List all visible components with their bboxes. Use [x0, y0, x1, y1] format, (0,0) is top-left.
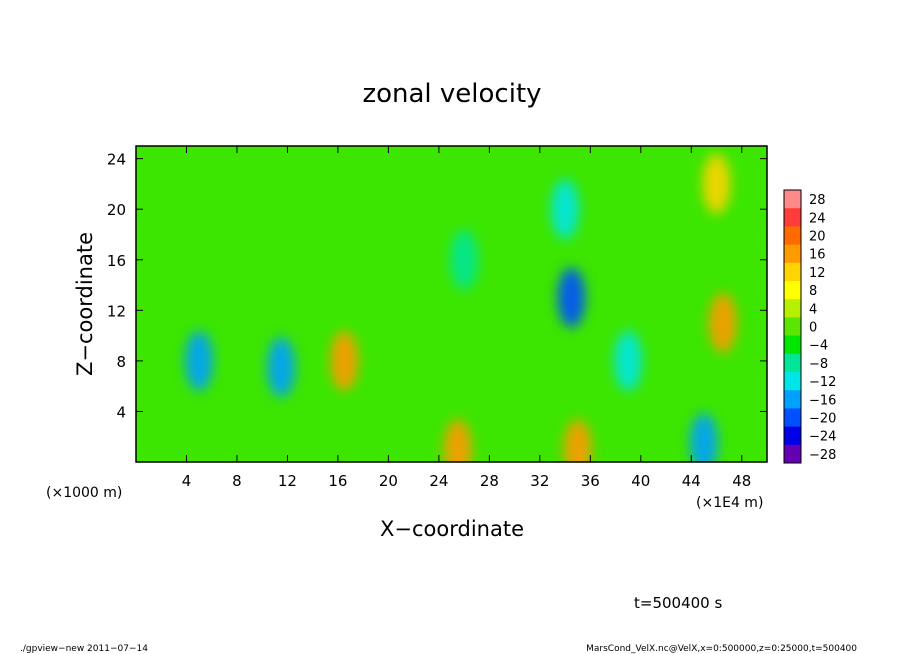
x-tick-label-3: 16	[328, 472, 347, 490]
x-axis-label: X−coordinate	[380, 517, 524, 541]
colorbar-swatch-2	[784, 226, 801, 246]
colorbar-label-0: 28	[809, 193, 826, 208]
y-tick-label-1: 8	[116, 353, 126, 371]
colorbar-label-13: −24	[809, 430, 836, 445]
colorbar-swatch-11	[784, 390, 801, 409]
plot-frame	[135, 145, 768, 463]
colorbar-label-6: 4	[809, 302, 817, 317]
x-axis: 4 8 12 16 20 24 28 32 36 40 44 48	[182, 146, 751, 490]
colorbar-label-5: 8	[809, 284, 817, 299]
x-tick-label-2: 12	[278, 472, 297, 490]
y-tick-label-0: 4	[116, 403, 126, 421]
colorbar-label-14: −28	[809, 448, 836, 463]
footer-right: MarsCond_VelX.nc@VelX,x=0:500000,z=0:250…	[586, 644, 857, 654]
field-feature-6	[708, 292, 737, 353]
x-tick-label-7: 32	[530, 472, 549, 490]
y-tick-label-2: 12	[107, 302, 126, 320]
colorbar-swatch-8	[784, 335, 801, 355]
y-axis-label: Z−coordinate	[73, 232, 97, 376]
x-tick-label-4: 20	[379, 472, 398, 490]
colorbar-swatch-9	[784, 353, 801, 373]
y-tick-label-3: 16	[107, 252, 126, 270]
y-axis: 4 8 12 16 20 24	[107, 151, 767, 421]
time-label: t=500400 s	[634, 594, 722, 612]
x-tick-label-11: 48	[732, 472, 751, 490]
field-feature-0	[557, 267, 586, 328]
footer-left: ./gpview−new 2011−07−14	[20, 644, 148, 654]
colorbar-frame	[783, 189, 802, 464]
colorbar: 28 24 20 16 12 8 4 0 −4 −8 −12 −16 −20 −24 −28	[783, 189, 836, 464]
y-tick-label-4: 20	[107, 201, 126, 219]
colorbar-swatch-3	[784, 244, 801, 264]
x-tick-label-9: 40	[631, 472, 650, 490]
colorbar-swatch-4	[784, 262, 801, 282]
field-feature-5	[614, 330, 643, 391]
colorbar-swatch-0	[784, 190, 801, 209]
colorbar-label-3: 16	[809, 248, 826, 263]
colorbar-swatch-1	[784, 208, 801, 227]
field-feature-11	[689, 413, 718, 462]
field-feature-2	[450, 229, 479, 290]
field-feature-7	[702, 153, 731, 214]
colorbar-label-7: 0	[809, 321, 817, 336]
x-tick-label-1: 8	[232, 472, 242, 490]
colorbar-swatch-14	[784, 444, 801, 464]
x-tick-label-10: 44	[682, 472, 701, 490]
field-feature-9	[443, 419, 472, 462]
colorbar-label-12: −20	[809, 412, 836, 427]
colorbar-swatch-7	[784, 317, 801, 337]
x-tick-label-5: 24	[429, 472, 448, 490]
field-feature-10	[563, 419, 592, 462]
colorbar-swatch-12	[784, 408, 801, 428]
x-unit-left: (×1000 m)	[46, 485, 122, 501]
colorbar-swatch-10	[784, 372, 801, 391]
colorbar-label-1: 24	[809, 211, 826, 226]
field-feature-3	[185, 330, 214, 391]
y-tick-label-5: 24	[107, 151, 126, 169]
chart-title: zonal velocity	[362, 79, 541, 109]
colorbar-label-9: −8	[809, 357, 828, 372]
colorbar-label-4: 12	[809, 266, 826, 281]
colorbar-label-10: −12	[809, 375, 836, 390]
field-feature-1	[551, 179, 580, 240]
field-feature-8	[330, 330, 359, 391]
heatmap-field	[136, 146, 767, 462]
x-tick-label-8: 36	[581, 472, 600, 490]
field-feature-4	[267, 337, 296, 398]
x-unit-right: (×1E4 m)	[696, 495, 763, 511]
colorbar-swatch-6	[784, 299, 801, 318]
colorbar-label-11: −16	[809, 393, 836, 408]
colorbar-swatch-13	[784, 426, 801, 446]
x-tick-label-6: 28	[480, 472, 499, 490]
colorbar-swatch-5	[784, 281, 801, 300]
colorbar-label-2: 20	[809, 230, 826, 245]
x-tick-label-0: 4	[182, 472, 192, 490]
colorbar-label-8: −4	[809, 339, 828, 354]
